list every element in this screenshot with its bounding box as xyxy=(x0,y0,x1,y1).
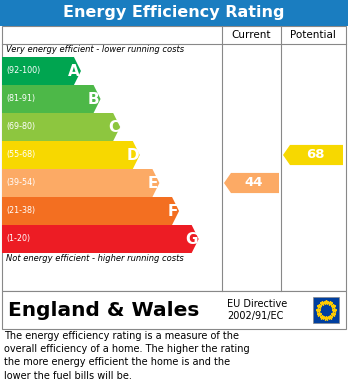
Polygon shape xyxy=(2,113,120,141)
Text: E: E xyxy=(148,176,158,190)
Bar xyxy=(2,26,346,291)
Text: The energy efficiency rating is a measure of the
overall efficiency of a home. T: The energy efficiency rating is a measur… xyxy=(4,331,250,380)
Text: (55-68): (55-68) xyxy=(6,151,35,160)
Text: B: B xyxy=(88,91,100,106)
Text: (81-91): (81-91) xyxy=(6,95,35,104)
Polygon shape xyxy=(2,57,81,85)
Polygon shape xyxy=(2,85,101,113)
Text: 44: 44 xyxy=(244,176,263,190)
Text: (69-80): (69-80) xyxy=(6,122,35,131)
Polygon shape xyxy=(2,225,199,253)
Text: (39-54): (39-54) xyxy=(6,179,35,188)
Text: Potential: Potential xyxy=(290,30,336,40)
Text: England & Wales: England & Wales xyxy=(8,301,199,319)
Text: D: D xyxy=(126,147,139,163)
Bar xyxy=(313,297,339,323)
Text: (1-20): (1-20) xyxy=(6,235,30,244)
Polygon shape xyxy=(2,169,159,197)
Text: (92-100): (92-100) xyxy=(6,66,40,75)
Polygon shape xyxy=(2,141,140,169)
Text: Not energy efficient - higher running costs: Not energy efficient - higher running co… xyxy=(6,254,184,263)
Text: (21-38): (21-38) xyxy=(6,206,35,215)
Bar xyxy=(2,291,346,329)
Text: Very energy efficient - lower running costs: Very energy efficient - lower running co… xyxy=(6,45,184,54)
Text: Current: Current xyxy=(232,30,271,40)
Polygon shape xyxy=(2,197,179,225)
Text: EU Directive
2002/91/EC: EU Directive 2002/91/EC xyxy=(227,299,287,321)
Bar xyxy=(0,0,348,26)
Text: C: C xyxy=(108,120,119,135)
Text: A: A xyxy=(68,63,80,79)
Polygon shape xyxy=(283,145,343,165)
Text: G: G xyxy=(185,231,198,246)
Text: Energy Efficiency Rating: Energy Efficiency Rating xyxy=(63,5,285,20)
Polygon shape xyxy=(224,173,279,193)
Text: 68: 68 xyxy=(306,149,324,161)
Text: F: F xyxy=(168,203,178,219)
